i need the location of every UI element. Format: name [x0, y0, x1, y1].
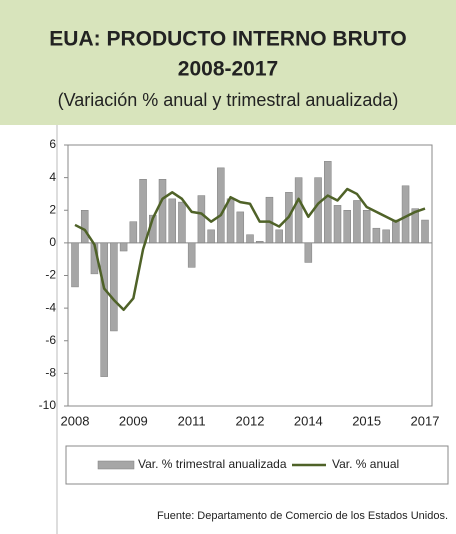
- bar: [226, 198, 235, 244]
- bar: [158, 179, 167, 244]
- bar: [255, 240, 264, 244]
- bar: [314, 177, 322, 244]
- y-tick-label: -6: [45, 333, 56, 347]
- bar: [324, 161, 332, 244]
- y-tick-label: -10: [39, 398, 57, 412]
- legend-box: [65, 445, 449, 485]
- bar: [119, 242, 128, 252]
- x-tick-label: 2011: [178, 413, 206, 428]
- plot-frame: [67, 144, 433, 407]
- source-note: Fuente: Departamento de Comercio de los …: [157, 510, 448, 522]
- bar: [139, 179, 147, 244]
- x-tick-label: 2012: [236, 413, 265, 428]
- x-tick-label: 2015: [352, 413, 381, 428]
- bar: [421, 219, 429, 244]
- bar: [382, 229, 390, 244]
- legend-swatch: [97, 460, 135, 470]
- bar: [353, 200, 361, 244]
- bar: [275, 229, 283, 244]
- chart-subtitle: (Variación % anual y trimestral anualiza…: [58, 90, 399, 110]
- bar: [343, 210, 351, 244]
- line: [74, 187, 426, 312]
- y-tick-label: -8: [45, 366, 56, 380]
- bar: [236, 211, 245, 244]
- bar: [80, 210, 89, 244]
- x-tick-label: 2009: [119, 413, 148, 428]
- y-tick-label: 6: [49, 137, 56, 151]
- bar: [207, 229, 215, 244]
- bar: [110, 242, 118, 332]
- legend-label: Var. % anual: [332, 457, 399, 471]
- bar: [187, 242, 196, 268]
- x-tick-label: 2017: [411, 413, 440, 428]
- bar: [265, 196, 274, 244]
- bar: [100, 242, 108, 377]
- y-tick-label: -2: [45, 268, 56, 282]
- bar: [294, 177, 303, 244]
- bar: [392, 219, 400, 244]
- bar: [129, 221, 138, 244]
- bar: [411, 208, 420, 244]
- bar: [246, 234, 254, 244]
- bar: [197, 195, 206, 244]
- y-tick-label: -4: [45, 300, 56, 314]
- bar: [178, 201, 186, 244]
- header-band: [0, 0, 456, 125]
- bar: [168, 198, 176, 244]
- bar: [372, 227, 381, 244]
- bar: [71, 242, 79, 288]
- x-tick-label: 2014: [294, 413, 323, 428]
- x-tick-label: 2008: [61, 413, 90, 428]
- y-tick-label: 4: [49, 170, 56, 184]
- bar: [217, 167, 225, 244]
- chart-title-line2: 2008-2017: [178, 58, 278, 81]
- bar: [304, 242, 313, 263]
- bar: [362, 210, 371, 244]
- legend-label: Var. % trimestral anualizada: [138, 457, 287, 471]
- bar: [333, 205, 342, 244]
- y-tick-label: 2: [49, 202, 56, 216]
- y-tick-label: 0: [49, 235, 56, 249]
- chart-title: EUA: PRODUCTO INTERNO BRUTO: [49, 28, 406, 51]
